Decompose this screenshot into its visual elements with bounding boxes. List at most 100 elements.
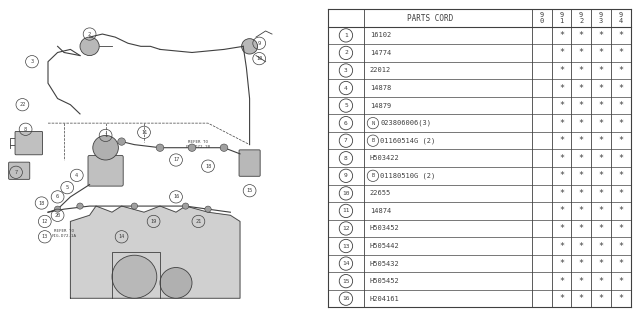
Circle shape: [80, 37, 99, 56]
Text: *: *: [579, 66, 584, 75]
Text: *: *: [579, 206, 584, 215]
Text: *: *: [618, 206, 623, 215]
Text: *: *: [559, 276, 564, 286]
Text: *: *: [559, 189, 564, 198]
Text: 15: 15: [342, 279, 349, 284]
Text: 01180510G (2): 01180510G (2): [380, 172, 435, 179]
Text: *: *: [598, 48, 604, 57]
Text: *: *: [579, 189, 584, 198]
Text: B: B: [371, 173, 374, 178]
Text: *: *: [598, 224, 604, 233]
Text: *: *: [618, 276, 623, 286]
Text: 7: 7: [15, 170, 17, 175]
Text: 9: 9: [258, 41, 260, 46]
Text: *: *: [559, 66, 564, 75]
Text: 9
2: 9 2: [579, 12, 583, 24]
Text: H505452: H505452: [370, 278, 399, 284]
FancyBboxPatch shape: [15, 132, 42, 155]
Text: *: *: [559, 48, 564, 57]
Text: *: *: [559, 136, 564, 145]
Text: REFER TO
FIG.D72-1A: REFER TO FIG.D72-1A: [51, 229, 77, 238]
Text: *: *: [618, 259, 623, 268]
Circle shape: [156, 144, 164, 151]
Circle shape: [188, 144, 196, 151]
Text: 9
3: 9 3: [599, 12, 603, 24]
Text: 14: 14: [342, 261, 349, 266]
Text: *: *: [559, 242, 564, 251]
Text: *: *: [618, 189, 623, 198]
Text: *: *: [579, 276, 584, 286]
Circle shape: [242, 39, 258, 54]
Text: *: *: [598, 276, 604, 286]
Text: 20: 20: [54, 213, 61, 218]
Text: 2: 2: [344, 51, 348, 55]
Text: *: *: [579, 294, 584, 303]
Text: 023806006(3): 023806006(3): [380, 120, 431, 126]
FancyBboxPatch shape: [88, 156, 123, 186]
Text: *: *: [598, 206, 604, 215]
Text: *: *: [579, 154, 584, 163]
Circle shape: [205, 206, 211, 212]
Text: *: *: [579, 259, 584, 268]
Text: 15: 15: [246, 188, 253, 193]
Text: 11: 11: [141, 130, 147, 135]
Text: REFER TO
FIG.D72-1B: REFER TO FIG.D72-1B: [186, 140, 211, 149]
Text: *: *: [579, 136, 584, 145]
Text: H503422: H503422: [370, 155, 399, 161]
Text: 13: 13: [342, 244, 349, 249]
Text: *: *: [618, 154, 623, 163]
Text: 22012: 22012: [370, 68, 391, 74]
Text: *: *: [559, 224, 564, 233]
Text: *: *: [559, 259, 564, 268]
Text: *: *: [598, 259, 604, 268]
Text: *: *: [559, 154, 564, 163]
Text: 16: 16: [342, 296, 349, 301]
Text: *: *: [559, 84, 564, 92]
Text: 2: 2: [88, 32, 91, 36]
Text: *: *: [618, 119, 623, 128]
Text: 13: 13: [42, 234, 48, 239]
Text: 10: 10: [342, 191, 349, 196]
Text: *: *: [598, 136, 604, 145]
Text: 1: 1: [344, 33, 348, 38]
Text: 18: 18: [38, 201, 45, 205]
Text: 01160514G (2): 01160514G (2): [380, 138, 435, 144]
Text: *: *: [559, 206, 564, 215]
Text: *: *: [598, 101, 604, 110]
Text: *: *: [579, 224, 584, 233]
Text: *: *: [618, 101, 623, 110]
Text: *: *: [559, 294, 564, 303]
Text: *: *: [598, 242, 604, 251]
Text: H505432: H505432: [370, 260, 399, 267]
Text: 18: 18: [205, 164, 211, 169]
Text: 14874: 14874: [370, 208, 391, 214]
Text: *: *: [598, 154, 604, 163]
Text: N: N: [371, 121, 374, 126]
Text: 10: 10: [256, 56, 262, 61]
Text: *: *: [618, 294, 623, 303]
Text: 3: 3: [344, 68, 348, 73]
Text: *: *: [559, 171, 564, 180]
Text: *: *: [598, 84, 604, 92]
Text: *: *: [579, 101, 584, 110]
Text: *: *: [618, 48, 623, 57]
Text: *: *: [579, 171, 584, 180]
FancyBboxPatch shape: [239, 150, 260, 176]
Text: *: *: [598, 66, 604, 75]
Text: H505442: H505442: [370, 243, 399, 249]
Text: 17: 17: [173, 157, 179, 163]
Text: *: *: [559, 31, 564, 40]
Text: 7: 7: [344, 138, 348, 143]
Text: *: *: [598, 189, 604, 198]
Text: 1: 1: [104, 133, 107, 138]
Text: 22: 22: [19, 102, 26, 107]
Text: 8: 8: [24, 127, 27, 132]
Text: H503452: H503452: [370, 226, 399, 231]
Text: *: *: [579, 31, 584, 40]
Circle shape: [160, 268, 192, 298]
Text: 5: 5: [344, 103, 348, 108]
Text: 3: 3: [31, 59, 33, 64]
Text: 9: 9: [344, 173, 348, 178]
Circle shape: [131, 203, 138, 209]
Text: *: *: [579, 48, 584, 57]
